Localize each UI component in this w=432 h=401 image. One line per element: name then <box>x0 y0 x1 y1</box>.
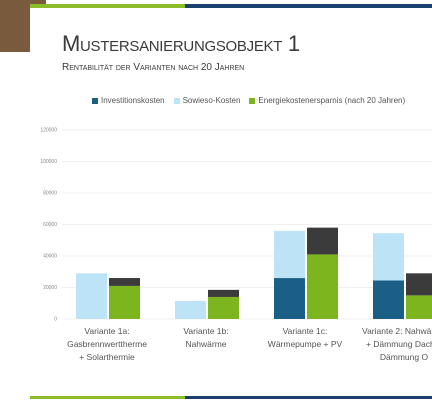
legend-label: Energiekostenersparnis (nach 20 Jahren) <box>258 96 405 105</box>
bottom-strip <box>185 396 432 399</box>
legend-swatch <box>174 98 180 104</box>
legend-swatch <box>92 98 98 104</box>
bar-segment <box>373 233 404 280</box>
bar-segment <box>406 295 432 319</box>
y-tick-label: 120000 <box>40 127 57 133</box>
x-tick-label: Variante 1c: Wärmepumpe + PV <box>263 325 347 351</box>
bar-segment <box>274 278 305 319</box>
bottom-strip <box>30 396 185 399</box>
x-tick-label: Variante 2: Nahwärme + Dämmung Dach + Dä… <box>362 325 432 364</box>
y-tick-label: 20000 <box>43 285 57 291</box>
x-tick-label: Variante 1b: Nahwärme <box>164 325 248 351</box>
page: {"chart_data": {"type": "bar", "title": … <box>0 0 432 401</box>
bar-segment <box>109 278 140 286</box>
bar-segment <box>109 286 140 319</box>
bar-segment <box>208 290 239 297</box>
legend-item: Investitionskosten <box>92 96 165 105</box>
top-strip <box>30 4 185 8</box>
chart-subtitle: Rentabilität der Varianten nach 20 Jahre… <box>62 62 244 73</box>
chart-title: Mustersanierungsobjekt 1 <box>62 31 300 57</box>
top-strip <box>185 4 432 8</box>
bar-segment <box>274 231 305 278</box>
bar-segment <box>373 280 404 319</box>
bar-segment <box>175 301 206 319</box>
bar-segment <box>307 254 338 319</box>
x-tick-label: Variante 1a: Gasbrennwerttherme + Solart… <box>65 325 149 364</box>
bar-segment <box>76 273 107 319</box>
y-tick-label: 60000 <box>43 222 57 228</box>
y-tick-label: 80000 <box>43 190 57 196</box>
y-tick-label: 0 <box>54 316 57 322</box>
legend-item: Sowieso-Kosten <box>174 96 241 105</box>
legend-label: Investitionskosten <box>101 96 165 105</box>
bar-segment <box>307 228 338 255</box>
legend-swatch <box>249 98 255 104</box>
legend-label: Sowieso-Kosten <box>183 96 241 105</box>
legend-item: Energiekostenersparnis (nach 20 Jahren) <box>249 96 405 105</box>
legend: Investitionskosten Sowieso-Kosten Energiek… <box>92 96 405 105</box>
y-tick-label: 40000 <box>43 253 57 259</box>
bar-segment <box>406 273 432 295</box>
bar-segment <box>208 297 239 319</box>
y-tick-label: 100000 <box>40 159 57 165</box>
